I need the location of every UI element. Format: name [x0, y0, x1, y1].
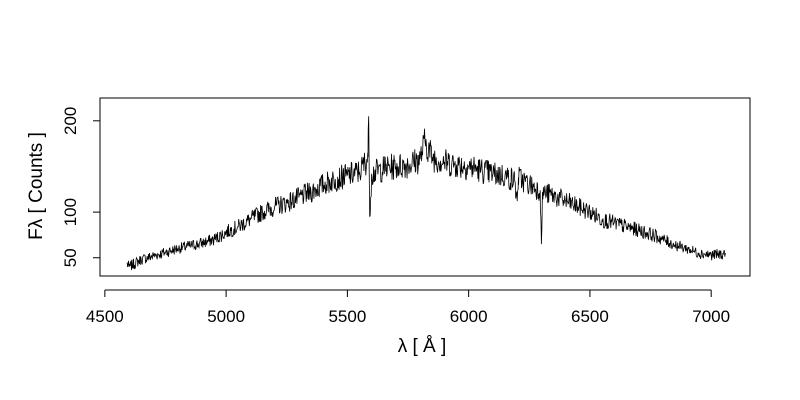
x-tick-label: 5500	[328, 307, 366, 326]
x-tick-label: 5000	[207, 307, 245, 326]
x-tick-label: 6000	[450, 307, 488, 326]
y-axis: 50 100 200	[61, 107, 100, 267]
x-axis: 4500 5000 5500 6000 6500 7000	[86, 289, 730, 326]
spectrum-line	[126, 116, 727, 271]
y-tick-label: 200	[61, 107, 80, 135]
plot-frame	[99, 97, 751, 277]
x-axis-title: λ [ Å ]	[398, 336, 447, 357]
y-tick-label: 100	[61, 198, 80, 226]
x-tick-label: 7000	[692, 307, 730, 326]
x-tick-label: 6500	[571, 307, 609, 326]
y-axis-title: Fλ [ Counts ]	[26, 132, 47, 240]
x-tick-label: 4500	[86, 307, 124, 326]
y-tick-label: 50	[61, 248, 80, 267]
